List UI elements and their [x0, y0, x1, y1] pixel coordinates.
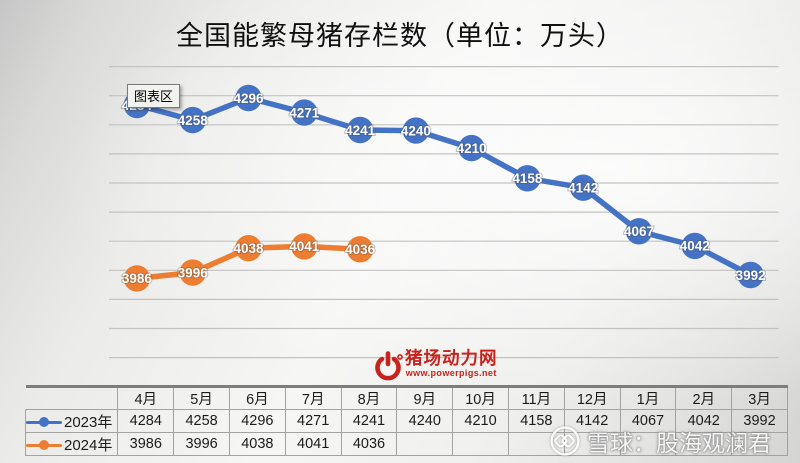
table-value-cell: 4158 — [507, 409, 565, 433]
table-value-cell: 4258 — [173, 409, 230, 433]
power-button-icon — [375, 351, 403, 381]
data-point-marker[interactable] — [291, 233, 318, 260]
table-value-cell: 4036 — [340, 432, 398, 456]
data-point-marker[interactable] — [737, 261, 764, 289]
data-point-marker[interactable] — [570, 174, 597, 201]
data-point-marker[interactable] — [179, 106, 206, 134]
data-point-marker[interactable] — [681, 232, 708, 260]
data-point-marker[interactable] — [235, 235, 262, 262]
data-label: 4042 — [680, 239, 710, 254]
month-header-cell: 8月 — [340, 385, 398, 410]
data-point-marker[interactable] — [346, 236, 374, 263]
data-point-marker[interactable] — [458, 134, 485, 162]
data-label: 4271 — [289, 105, 320, 120]
xueqiu-watermark-text: 雪球：股海观澜君 — [587, 431, 771, 457]
powerpigs-logo: 猪场动力网 www.powerpigs.net — [373, 350, 498, 382]
month-header-cell: 1月 — [619, 385, 677, 410]
table-value-cell — [396, 432, 454, 456]
table-value-cell: 4067 — [619, 409, 677, 433]
legend-label: 2024年 — [64, 436, 113, 454]
legend-marker-icon — [26, 417, 62, 428]
table-row-2024年: 2024年 3986 3996 4038 4041 4036 — [24, 432, 788, 456]
table-value-cell: 4210 — [452, 409, 509, 433]
legend-cell-2023年: 2023年 — [24, 409, 119, 433]
data-point-marker[interactable] — [346, 116, 374, 144]
data-label: 4158 — [512, 171, 543, 186]
table-value-cell: 4041 — [284, 432, 342, 456]
powerpigs-site-name: 猪场动力网 — [405, 349, 498, 369]
data-label: 3996 — [178, 265, 209, 280]
data-point-marker[interactable] — [402, 117, 430, 144]
month-header-cell: 3月 — [731, 385, 788, 410]
month-header-cell: 9月 — [396, 385, 454, 410]
table-value-cell: 3996 — [173, 432, 230, 456]
xueqiu-watermark: 雪球：股海观澜君 — [550, 424, 771, 458]
data-label: 3986 — [122, 271, 153, 286]
data-point-marker[interactable] — [625, 218, 653, 245]
data-label: 4142 — [568, 181, 598, 196]
gridlines — [109, 65, 779, 359]
data-point-marker[interactable] — [179, 259, 206, 286]
table-value-cell: 4240 — [396, 409, 454, 433]
month-header-cell: 2月 — [675, 385, 733, 410]
table-value-cell: 4042 — [675, 409, 733, 433]
data-label: 4258 — [178, 113, 209, 128]
data-label: 3992 — [736, 268, 766, 283]
table-value-cell: 4241 — [340, 409, 398, 433]
table-header-row: 4月 5月 6月 7月 8月 9月 10月 11月 12月 1月 2月 3月 — [25, 385, 788, 410]
data-table: 4月 5月 6月 7月 8月 9月 10月 11月 12月 1月 2月 3月 2023年 4284 4258… — [24, 385, 788, 456]
xueqiu-logo-icon — [550, 426, 580, 456]
series-data-labels-2023年: 4284425842964271424142404210415841424067… — [121, 90, 767, 284]
month-header-cell: 11月 — [507, 385, 565, 410]
month-header-cell: 12月 — [563, 385, 621, 410]
chart-title: 全国能繁母猪存栏数（单位：万头） — [176, 21, 624, 52]
month-header-cell: 10月 — [452, 385, 509, 410]
legend-marker-icon — [26, 440, 62, 451]
table-value-cell — [452, 432, 509, 456]
month-header-cell: 5月 — [173, 385, 230, 410]
table-value-cell: 3992 — [731, 409, 788, 433]
data-label: 4296 — [233, 91, 264, 106]
table-row-2023年: 2023年 4284 4258 4296 4271 4241 4240 4210 4158 414… — [24, 409, 788, 433]
data-label: 4240 — [401, 123, 431, 138]
table-value-cell — [675, 432, 733, 456]
table-value-cell: 4038 — [228, 432, 286, 456]
table-value-cell: 4284 — [117, 409, 175, 433]
table-value-cell — [731, 432, 788, 456]
series-markers-2023年[interactable] — [123, 84, 764, 289]
table-corner-cell — [25, 385, 118, 410]
table-value-cell: 3986 — [117, 432, 175, 456]
month-header-cell: 7月 — [284, 385, 342, 410]
legend-cell-2024年: 2024年 — [24, 432, 119, 456]
data-label: 4241 — [345, 123, 376, 138]
powerpigs-site-url: www.powerpigs.net — [405, 368, 497, 378]
data-label: 4067 — [624, 224, 654, 239]
table-value-cell: 4296 — [228, 409, 286, 433]
data-point-marker[interactable] — [235, 84, 262, 112]
chart-area-tooltip: 图表区 — [127, 84, 181, 108]
data-point-marker[interactable] — [123, 265, 151, 292]
data-label: 4041 — [289, 239, 320, 254]
legend-label: 2023年 — [64, 413, 113, 431]
data-label: 4036 — [345, 242, 376, 257]
month-header-cell: 6月 — [228, 385, 286, 410]
table-value-cell: 4271 — [284, 409, 342, 433]
series-data-labels-2024年: 3986 3996 4038 4041 4036 — [121, 238, 377, 287]
data-point-marker[interactable] — [514, 165, 541, 192]
data-point-marker[interactable] — [291, 99, 318, 126]
data-label: 4038 — [233, 241, 264, 256]
month-header-cell: 4月 — [117, 385, 175, 410]
series-markers-2024年[interactable] — [123, 233, 374, 292]
data-label: 4210 — [457, 141, 487, 156]
